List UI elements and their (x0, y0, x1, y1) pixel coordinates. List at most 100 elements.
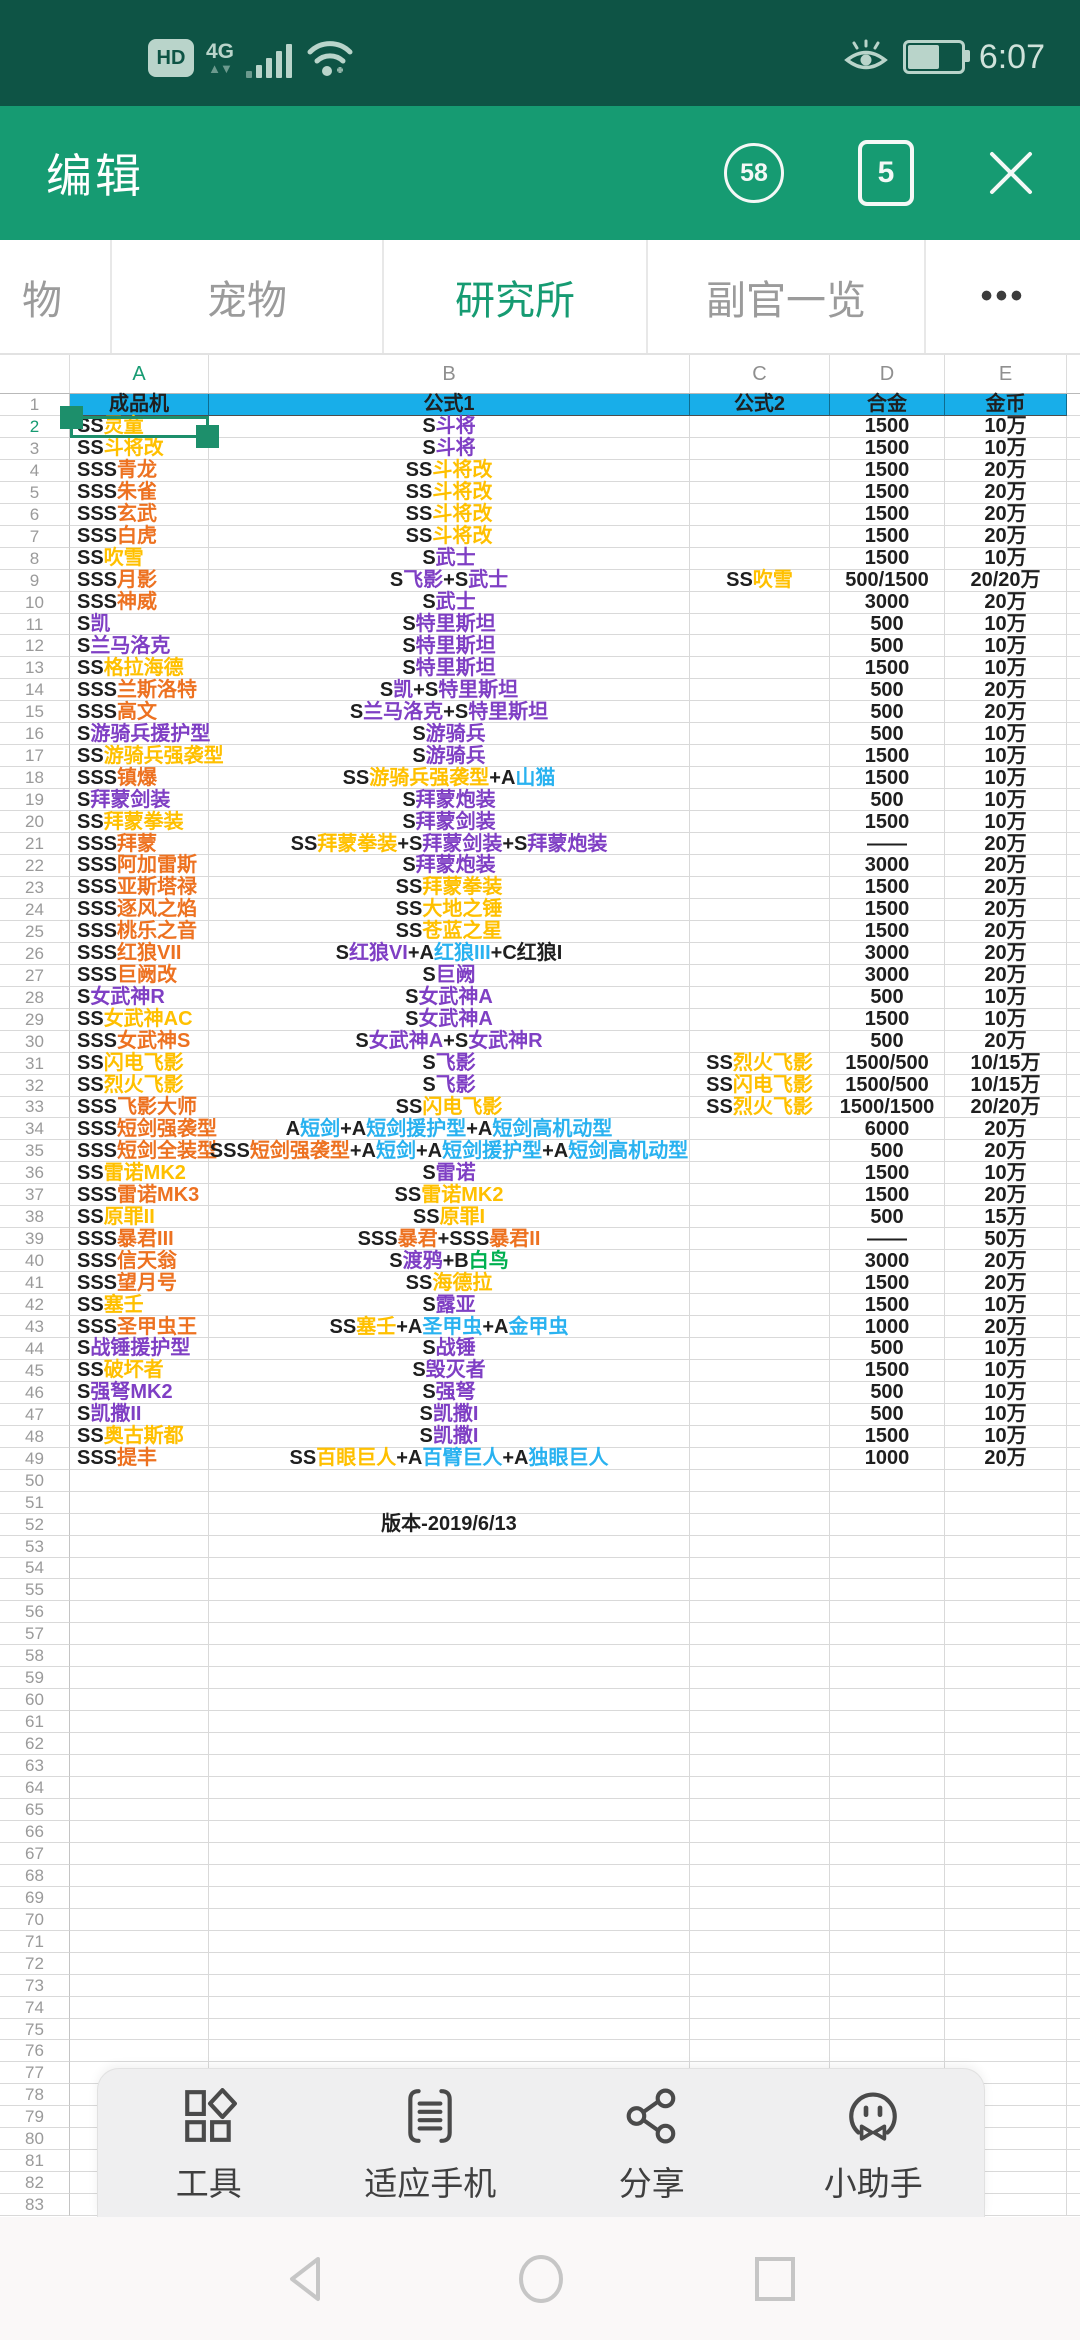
row-header-73[interactable]: 73 (0, 1974, 70, 1997)
tab-partial[interactable]: 物 (0, 240, 112, 353)
cell-D48[interactable]: 1500 (830, 1425, 945, 1448)
cell-A41[interactable]: SSS 望月号 (70, 1272, 209, 1295)
cell-C53[interactable] (690, 1535, 830, 1558)
row-header-17[interactable]: 17 (0, 745, 70, 768)
cell-B8[interactable]: S 武士 (209, 547, 690, 570)
cell-E47[interactable]: 10万 (945, 1403, 1067, 1426)
cell-A37[interactable]: SSS 雷诺MK3 (70, 1184, 209, 1207)
cell-B22[interactable]: S 拜蒙炮装 (209, 855, 690, 877)
cell-A16[interactable]: S 游骑兵援护型 (70, 723, 210, 746)
cell-B5[interactable]: SS 斗将改 (209, 481, 690, 504)
cell-B62[interactable] (209, 1733, 690, 1756)
undo-count-badge[interactable]: 58 (724, 143, 784, 203)
row-header-42[interactable]: 42 (0, 1294, 70, 1317)
cell-E41[interactable]: 20万 (945, 1272, 1067, 1295)
cell-E82[interactable] (945, 2172, 1067, 2195)
row-header-50[interactable]: 50 (0, 1469, 70, 1492)
cell-B27[interactable]: S 巨阙 (209, 964, 690, 987)
cell-C30[interactable] (690, 1030, 830, 1053)
cell-E60[interactable] (945, 1689, 1067, 1712)
cell-E18[interactable]: 10万 (945, 767, 1067, 790)
cell-A60[interactable] (70, 1689, 209, 1712)
cell-B65[interactable] (209, 1799, 690, 1821)
cell-D64[interactable] (830, 1777, 945, 1799)
cell-D41[interactable]: 1500 (830, 1272, 945, 1295)
cell-A54[interactable] (70, 1557, 209, 1580)
cell-B64[interactable] (209, 1777, 690, 1799)
fit-phone-button[interactable]: 适应手机 (320, 2069, 542, 2217)
cell-D29[interactable]: 1500 (830, 1008, 945, 1031)
cell-E38[interactable]: 15万 (945, 1206, 1067, 1229)
cell-B6[interactable]: SS 斗将改 (209, 503, 690, 526)
cell-E27[interactable]: 20万 (945, 964, 1067, 987)
cell-B26[interactable]: S 红狼VI +A 红狼III +C红狼I (209, 942, 690, 965)
col-header-B[interactable]: B (209, 355, 690, 393)
cell-A35[interactable]: SSS 短剑全装型 (70, 1140, 217, 1163)
row-header-34[interactable]: 34 (0, 1118, 70, 1141)
col-header-D[interactable]: D (830, 355, 945, 393)
cell-E76[interactable] (945, 2040, 1067, 2063)
cell-C28[interactable] (690, 986, 830, 1009)
cell-E57[interactable] (945, 1623, 1067, 1646)
cell-A9[interactable]: SSS 月影 (70, 569, 209, 592)
cell-D72[interactable] (830, 1952, 945, 1975)
cell-B9[interactable]: S 飞影 +S 武士 (209, 569, 690, 592)
row-header-37[interactable]: 37 (0, 1184, 70, 1207)
cell-A50[interactable] (70, 1469, 209, 1492)
cell-B66[interactable] (209, 1820, 690, 1843)
cell-A7[interactable]: SSS 白虎 (70, 525, 209, 548)
cell-D28[interactable]: 500 (830, 986, 945, 1009)
cell-A31[interactable]: SS 闪电飞影 (70, 1052, 209, 1075)
cell-A45[interactable]: SS 破坏者 (70, 1359, 209, 1382)
cell-D47[interactable]: 500 (830, 1403, 945, 1426)
cell-B55[interactable] (209, 1579, 690, 1602)
cell-C42[interactable] (690, 1294, 830, 1317)
cell-C68[interactable] (690, 1864, 830, 1887)
cell-E56[interactable] (945, 1601, 1067, 1624)
row-header-81[interactable]: 81 (0, 2150, 70, 2173)
row-header-18[interactable]: 18 (0, 767, 70, 790)
selection-handle-bottom-right[interactable] (196, 424, 219, 448)
row-header-68[interactable]: 68 (0, 1864, 70, 1887)
cell-A71[interactable] (70, 1930, 209, 1953)
cell-C32[interactable]: SS 闪电飞影 (690, 1074, 830, 1097)
cell-D7[interactable]: 1500 (830, 525, 945, 548)
cell-D26[interactable]: 3000 (830, 942, 945, 965)
cell-E61[interactable] (945, 1711, 1067, 1734)
row-header-51[interactable]: 51 (0, 1491, 70, 1514)
nav-home-icon[interactable] (516, 2254, 566, 2304)
cell-E68[interactable] (945, 1864, 1067, 1887)
cell-A63[interactable] (70, 1755, 209, 1778)
cell-C17[interactable] (690, 745, 830, 768)
cell-C74[interactable] (690, 1996, 830, 2019)
cell-E39[interactable]: 50万 (945, 1228, 1067, 1251)
cell-D3[interactable]: 1500 (830, 437, 945, 460)
cell-D75[interactable] (830, 2018, 945, 2041)
cell-B25[interactable]: SS 苍蓝之星 (209, 920, 690, 943)
row-header-23[interactable]: 23 (0, 876, 70, 899)
cell-A32[interactable]: SS 烈火飞影 (70, 1074, 209, 1097)
row-header-78[interactable]: 78 (0, 2084, 70, 2107)
cell-A48[interactable]: SS 奥古斯都 (70, 1425, 209, 1448)
cell-C36[interactable] (690, 1162, 830, 1185)
cell-D73[interactable] (830, 1974, 945, 1997)
row-header-28[interactable]: 28 (0, 986, 70, 1009)
cell-A33[interactable]: SSS 飞影大师 (70, 1096, 209, 1119)
nav-recents-icon[interactable] (752, 2254, 798, 2304)
cell-D61[interactable] (830, 1711, 945, 1734)
cell-E63[interactable] (945, 1755, 1067, 1778)
cell-B30[interactable]: S 女武神A +S 女武神R (209, 1030, 690, 1053)
cell-D19[interactable]: 500 (830, 789, 945, 812)
cell-B17[interactable]: S 游骑兵 (209, 745, 690, 768)
cell-D15[interactable]: 500 (830, 701, 945, 724)
row-header-4[interactable]: 4 (0, 459, 70, 482)
cell-E50[interactable] (945, 1469, 1067, 1492)
row-header-35[interactable]: 35 (0, 1140, 70, 1163)
row-header-55[interactable]: 55 (0, 1579, 70, 1602)
cell-E77[interactable] (945, 2062, 1067, 2085)
tab-adjutants[interactable]: 副官一览 (648, 240, 926, 353)
cell-D16[interactable]: 500 (830, 723, 945, 746)
row-header-44[interactable]: 44 (0, 1337, 70, 1360)
cell-B4[interactable]: SS 斗将改 (209, 459, 690, 482)
cell-B51[interactable] (209, 1491, 690, 1514)
